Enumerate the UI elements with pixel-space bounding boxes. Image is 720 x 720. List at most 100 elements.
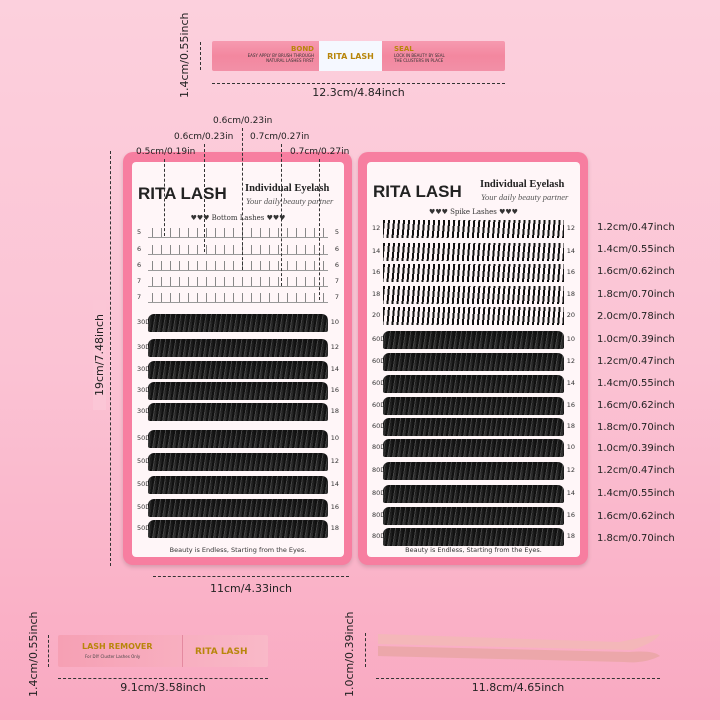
row-label-right: 12 [566, 357, 575, 365]
length-label: 1.8cm/0.70inch [597, 533, 675, 544]
lash-strip [383, 507, 564, 525]
row-label-right: 16 [566, 401, 575, 409]
tray-footer: Beauty is Endless, Starting from the Eye… [405, 546, 542, 554]
lash-row: 5 5 [132, 224, 344, 242]
lash-remover-tube: LASH REMOVER For DIY Cluster Lashes Only… [58, 635, 268, 667]
tray-subtitle: Your daily beauty partner [481, 192, 569, 202]
row-label-left: 80D [372, 466, 386, 474]
lash-row: 12 12 [367, 220, 580, 238]
lash-strip [148, 339, 328, 357]
bond-seal-width-label: 12.3cm/4.84inch [312, 86, 405, 99]
length-label: 1.6cm/0.62inch [597, 266, 675, 277]
row-label-left: 6 [137, 245, 142, 253]
lash-strip [148, 403, 328, 421]
length-label: 1.8cm/0.70inch [597, 422, 675, 433]
dimension-line [212, 83, 505, 84]
row-label-left: 14 [372, 247, 381, 255]
tray-width-label: 11cm/4.33inch [209, 582, 292, 595]
lash-row: 50D 12 [132, 453, 344, 471]
lash-row: 60D 10 [367, 331, 580, 349]
dimension-line [58, 678, 268, 679]
section-label: ♥♥♥ Bottom Lashes ♥♥♥ [190, 214, 286, 222]
row-label-right: 7 [334, 293, 339, 301]
tray-subtitle: Your daily beauty partner [246, 196, 334, 206]
lash-strip [383, 307, 564, 325]
lash-row: 18 18 [367, 286, 580, 304]
lash-strip [383, 397, 564, 415]
row-label-left: 30D [137, 343, 151, 351]
row-label-left: 12 [372, 224, 381, 232]
row-label-left: 60D [372, 357, 386, 365]
length-label: 1.2cm/0.47inch [597, 222, 675, 233]
lash-row: 30D 10 [132, 314, 344, 332]
row-label-left: 80D [372, 489, 386, 497]
lash-strip [148, 245, 328, 255]
lash-strip [148, 382, 328, 400]
tray-footer: Beauty is Endless, Starting from the Eye… [169, 546, 307, 554]
row-label-left: 5 [137, 228, 142, 236]
length-label: 1.4cm/0.55inch [597, 488, 675, 499]
lash-row: 30D 14 [132, 361, 344, 379]
length-callout: 0.7cm/0.27in [250, 132, 310, 142]
lash-strip [148, 261, 328, 271]
row-label-right: 10 [330, 318, 339, 326]
lash-strip [383, 331, 564, 349]
row-label-right: 14 [566, 489, 575, 497]
bond-seal-tube: BOND EASY APPLY BY BRUSH THROUGH NATURAL… [212, 41, 505, 71]
row-label-right: 16 [566, 511, 575, 519]
lash-strip [148, 430, 328, 448]
row-label-right: 12 [330, 343, 339, 351]
lash-strip [383, 220, 564, 238]
row-label-right: 18 [566, 290, 575, 298]
row-label-right: 20 [566, 311, 575, 319]
row-label-right: 16 [330, 503, 339, 511]
lash-row: 6 6 [132, 241, 344, 259]
remover-subtitle: For DIY Cluster Lashes Only [85, 654, 141, 659]
row-label-right: 12 [566, 224, 575, 232]
length-label: 1.0cm/0.39inch [597, 334, 675, 345]
callout-line [204, 144, 205, 252]
row-label-right: 14 [566, 379, 575, 387]
row-label-right: 14 [330, 480, 339, 488]
length-callout: 0.5cm/0.19in [136, 147, 196, 157]
lash-strip [383, 462, 564, 480]
tray-height-label: 19cm/7.48inch [93, 300, 106, 410]
lash-row: 60D 14 [367, 375, 580, 393]
dimension-line [110, 151, 111, 566]
length-label: 1.6cm/0.62inch [597, 511, 675, 522]
tweezer-width-label: 11.8cm/4.65inch [471, 681, 565, 694]
lash-strip [383, 243, 564, 261]
length-label: 1.6cm/0.62inch [597, 400, 675, 411]
lash-row: 30D 12 [132, 339, 344, 357]
seal-title: SEAL [394, 45, 414, 53]
lash-strip [383, 353, 564, 371]
row-label-right: 16 [330, 386, 339, 394]
lash-strip [383, 418, 564, 436]
lash-row: 80D 18 [367, 528, 580, 546]
lash-strip [148, 314, 328, 332]
row-label-left: 30D [137, 386, 151, 394]
tray-title: Individual Eyelash [480, 179, 565, 190]
lash-row: 80D 10 [367, 439, 580, 457]
lash-row: 60D 12 [367, 353, 580, 371]
row-label-left: 50D [137, 524, 151, 532]
lash-strip [383, 439, 564, 457]
lash-row: 16 16 [367, 264, 580, 282]
lash-strip [148, 228, 328, 238]
seal-text: LOCK IN BEAUTY BY SEAL [394, 53, 445, 58]
row-label-left: 30D [137, 365, 151, 373]
length-label: 1.4cm/0.55inch [597, 378, 675, 389]
lash-row: 50D 16 [132, 499, 344, 517]
row-label-right: 14 [330, 365, 339, 373]
brand-logo: RITA LASH [327, 51, 374, 61]
length-label: 1.8cm/0.70inch [597, 289, 675, 300]
row-label-left: 80D [372, 532, 386, 540]
lash-row: 60D 16 [367, 397, 580, 415]
length-callout: 0.6cm/0.23in [174, 132, 234, 142]
row-label-left: 50D [137, 503, 151, 511]
lash-row: 60D 18 [367, 418, 580, 436]
tweezer-height-label: 1.0cm/0.39inch [343, 611, 356, 697]
row-label-right: 18 [330, 407, 339, 415]
row-label-right: 18 [566, 532, 575, 540]
lash-strip [148, 361, 328, 379]
